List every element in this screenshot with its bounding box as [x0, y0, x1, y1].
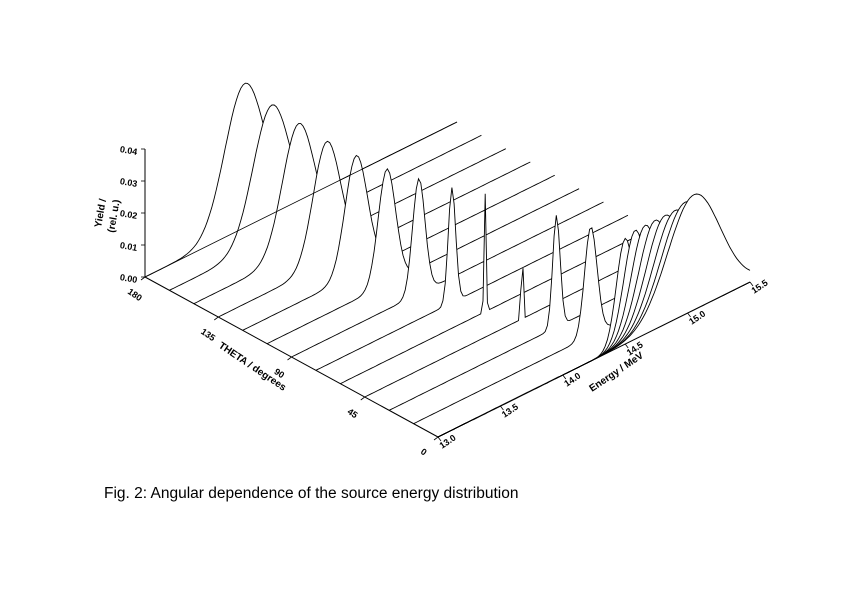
spectrum-curve-7 — [315, 187, 629, 371]
yield-tick-label-1: 0.01 — [119, 240, 138, 253]
theta-tick-label-2: 90 — [272, 366, 286, 380]
figure-caption: Fig. 2: Angular dependence of the source… — [104, 485, 519, 502]
yield-tick-label-4: 0.04 — [119, 144, 138, 157]
yield-tick-label-0: 0.00 — [119, 272, 138, 285]
theta-tick-mark-1 — [214, 316, 219, 321]
energy-tick-mark-0 — [437, 436, 442, 442]
energy-axis-title: Energy / MeV — [588, 350, 646, 394]
spectrum-curve-8 — [340, 193, 653, 385]
energy-tick-label-5: 15.5 — [750, 278, 770, 296]
energy-tick-mark-3 — [624, 343, 629, 349]
theta-tick-label-0: 180 — [126, 286, 144, 303]
theta-tick-label-1: 135 — [199, 326, 217, 343]
spectrum-fill-0 — [145, 83, 457, 277]
energy-tick-mark-1 — [500, 405, 504, 411]
spectrum-fill-2 — [193, 123, 506, 304]
theta-tick-mark-4 — [433, 436, 439, 441]
theta-tick-mark-0 — [140, 276, 146, 281]
spectrum-fill-19 — [438, 194, 750, 437]
yield-tick-label-3: 0.03 — [119, 176, 138, 189]
energy-tick-mark-5 — [749, 281, 754, 287]
theta-tick-label-4: 0 — [419, 446, 429, 457]
spectrum-fill-1 — [169, 105, 482, 291]
z-axis-title-line1: Yield / — [93, 198, 109, 229]
yield-tick-label-2: 0.02 — [119, 208, 138, 221]
theta-tick-mark-3 — [360, 396, 365, 401]
spectrum-fill-3 — [218, 141, 531, 317]
energy-tick-mark-4 — [687, 312, 691, 318]
back-base-line — [144, 121, 458, 278]
energy-tick-mark-2 — [562, 374, 567, 380]
theta-tick-label-3: 45 — [346, 406, 360, 420]
spectrum-curves — [144, 82, 751, 438]
energy-axis-line — [437, 281, 751, 438]
theta-tick-mark-2 — [287, 356, 292, 361]
